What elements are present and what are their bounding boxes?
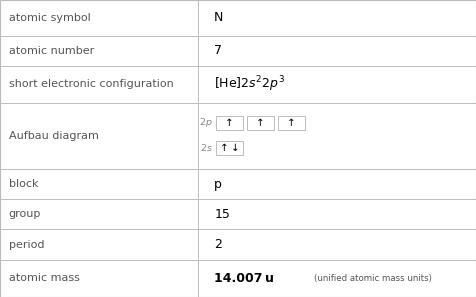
Text: ↑: ↑: [287, 118, 296, 128]
Text: atomic number: atomic number: [9, 46, 94, 56]
Text: atomic mass: atomic mass: [9, 273, 79, 283]
Text: N: N: [214, 11, 224, 24]
Text: ↑: ↑: [219, 143, 228, 153]
Text: 2: 2: [214, 238, 222, 251]
Text: 7: 7: [214, 44, 222, 57]
Text: (unified atomic mass units): (unified atomic mass units): [314, 274, 432, 283]
Text: short electronic configuration: short electronic configuration: [9, 80, 173, 89]
Bar: [216, 116, 243, 130]
Text: group: group: [9, 209, 41, 219]
Text: ↓: ↓: [230, 143, 239, 153]
Text: $2p$: $2p$: [199, 116, 213, 129]
Text: $2s$: $2s$: [200, 142, 213, 153]
Text: p: p: [214, 178, 222, 191]
Text: 14.007 u: 14.007 u: [214, 272, 274, 285]
Text: $[\mathrm{He}]2s^{2}2p^{3}$: $[\mathrm{He}]2s^{2}2p^{3}$: [214, 75, 285, 94]
Text: ↑: ↑: [225, 118, 234, 128]
Bar: [216, 141, 243, 155]
Text: ↑: ↑: [256, 118, 265, 128]
Text: block: block: [9, 179, 38, 189]
Bar: [278, 116, 305, 130]
Bar: [247, 116, 274, 130]
Text: period: period: [9, 240, 44, 249]
Text: atomic symbol: atomic symbol: [9, 13, 90, 23]
Text: 15: 15: [214, 208, 230, 221]
Text: Aufbau diagram: Aufbau diagram: [9, 131, 99, 141]
